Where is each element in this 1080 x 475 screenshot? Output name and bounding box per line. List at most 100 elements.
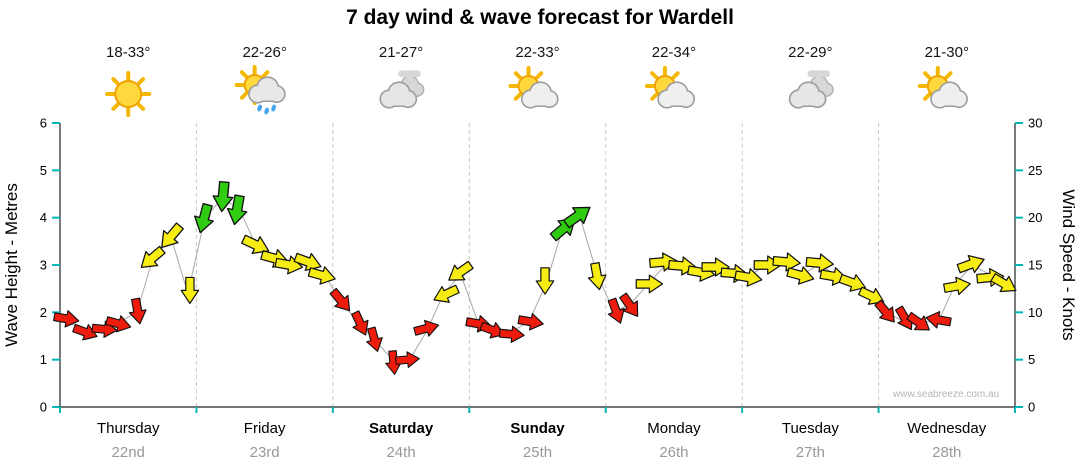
- right-axis-tick-label: 5: [1028, 352, 1035, 367]
- rain-icon: [257, 104, 277, 115]
- wind-arrow: [976, 268, 1005, 287]
- sun-icon: [105, 71, 152, 117]
- wind-arrow: [587, 262, 607, 291]
- weather-icon-cloudy: [379, 70, 425, 109]
- left-axis-tick-label: 5: [40, 163, 47, 178]
- weather-icon-sunny: [105, 71, 152, 117]
- wind-arrow: [307, 266, 336, 285]
- right-axis-tick-label: 20: [1028, 210, 1042, 225]
- day-temp-range: 22-26°: [242, 44, 286, 61]
- day-temp-range: 21-27°: [379, 44, 423, 61]
- wind-arrow: [838, 273, 866, 292]
- wind-arrow: [990, 273, 1017, 293]
- wind-arrow: [734, 268, 763, 287]
- day-temp-range: 21-30°: [925, 44, 969, 61]
- right-axis-tick-label: 0: [1028, 400, 1035, 415]
- day-date: 22nd: [112, 444, 145, 461]
- wind-arrow: [535, 267, 555, 295]
- weather-icon-partly-cloudy: [644, 66, 696, 109]
- day-name: Saturday: [369, 420, 434, 437]
- wind-arrow: [772, 252, 801, 272]
- wind-arrow: [498, 325, 525, 343]
- wind-arrow: [563, 206, 591, 229]
- right-axis-tick-label: 30: [1028, 116, 1042, 131]
- wind-arrow: [241, 234, 270, 255]
- weather-icon-partly-cloudy: [508, 66, 559, 109]
- wind-arrow: [906, 311, 930, 331]
- left-axis-tick-label: 1: [40, 352, 47, 367]
- wind-arrow: [517, 313, 544, 331]
- cloud-icon: [520, 81, 559, 109]
- chart-title: 7 day wind & wave forecast for Wardell: [346, 6, 734, 29]
- wind-arrow: [91, 320, 118, 338]
- weather-icon-partly-cloudy: [917, 66, 968, 109]
- cloud-icon: [379, 81, 418, 109]
- wind-arrow: [607, 297, 625, 324]
- wind-arrow: [72, 323, 98, 341]
- wind-arrow: [648, 252, 678, 272]
- day-name: Sunday: [510, 420, 565, 437]
- left-axis-tick-label: 3: [40, 258, 47, 273]
- wind-arrow: [479, 321, 505, 339]
- day-name: Tuesday: [782, 420, 839, 437]
- day-temp-range: 22-33°: [515, 44, 559, 61]
- wind-arrow: [274, 255, 304, 275]
- cloud-icon: [788, 81, 827, 109]
- wind-arrow: [366, 326, 383, 352]
- cloud-icon: [248, 76, 286, 104]
- wind-arrow: [857, 286, 885, 305]
- wind-arrow: [293, 252, 322, 272]
- wind-arrow: [53, 310, 80, 328]
- right-axis-title: Wind Speed - Knots: [1059, 189, 1078, 340]
- day-date: 23rd: [250, 444, 280, 461]
- watermark: www.seabreeze.com.au: [893, 389, 1000, 400]
- day-date: 25th: [523, 444, 552, 461]
- wind-arrow: [956, 254, 985, 274]
- day-name: Wednesday: [907, 420, 986, 437]
- wind-arrow: [805, 253, 834, 273]
- wind-arrow: [448, 260, 474, 281]
- wind-arrow: [105, 315, 132, 333]
- weather-icon-cloudy: [788, 70, 834, 109]
- wind-arrow: [635, 274, 664, 294]
- left-axis-tick-label: 2: [40, 305, 47, 320]
- wind-arrow: [413, 319, 440, 337]
- right-axis-tick-label: 10: [1028, 305, 1042, 320]
- day-temp-range: 18-33°: [106, 44, 150, 61]
- wind-arrow: [128, 297, 147, 325]
- left-axis-tick-label: 0: [40, 400, 47, 415]
- wind-arrow: [943, 276, 971, 296]
- left-axis-title: Wave Height - Metres: [2, 183, 21, 347]
- right-axis-tick-label: 15: [1028, 258, 1042, 273]
- day-date: 26th: [659, 444, 688, 461]
- wind-arrow: [212, 180, 234, 213]
- wind-arrow: [180, 276, 200, 304]
- left-axis-tick-label: 4: [40, 210, 47, 225]
- wind-arrow: [226, 194, 248, 226]
- day-name: Monday: [647, 420, 701, 437]
- wind-arrow: [395, 351, 420, 368]
- wind-arrow: [786, 266, 815, 285]
- wind-arrow: [351, 310, 369, 336]
- wind-arrow: [433, 284, 460, 303]
- wind-arrow: [194, 202, 214, 234]
- day-date: 27th: [796, 444, 825, 461]
- day-date: 28th: [932, 444, 961, 461]
- right-axis-tick-label: 25: [1028, 163, 1042, 178]
- wind-arrow: [140, 245, 166, 268]
- cloud-icon: [930, 81, 968, 109]
- cloud-icon: [657, 81, 696, 109]
- day-temp-range: 22-29°: [788, 44, 832, 61]
- day-name: Thursday: [97, 420, 160, 437]
- wind-arrow: [161, 222, 184, 248]
- day-temp-range: 22-34°: [652, 44, 696, 61]
- day-name: Friday: [244, 420, 286, 437]
- weather-icon-sun-showers: [234, 65, 286, 115]
- wind-arrow: [619, 292, 639, 317]
- left-axis-tick-label: 6: [40, 116, 47, 131]
- wind-arrow: [925, 311, 952, 329]
- wind-arrow: [874, 299, 895, 323]
- wind-arrow: [329, 287, 351, 312]
